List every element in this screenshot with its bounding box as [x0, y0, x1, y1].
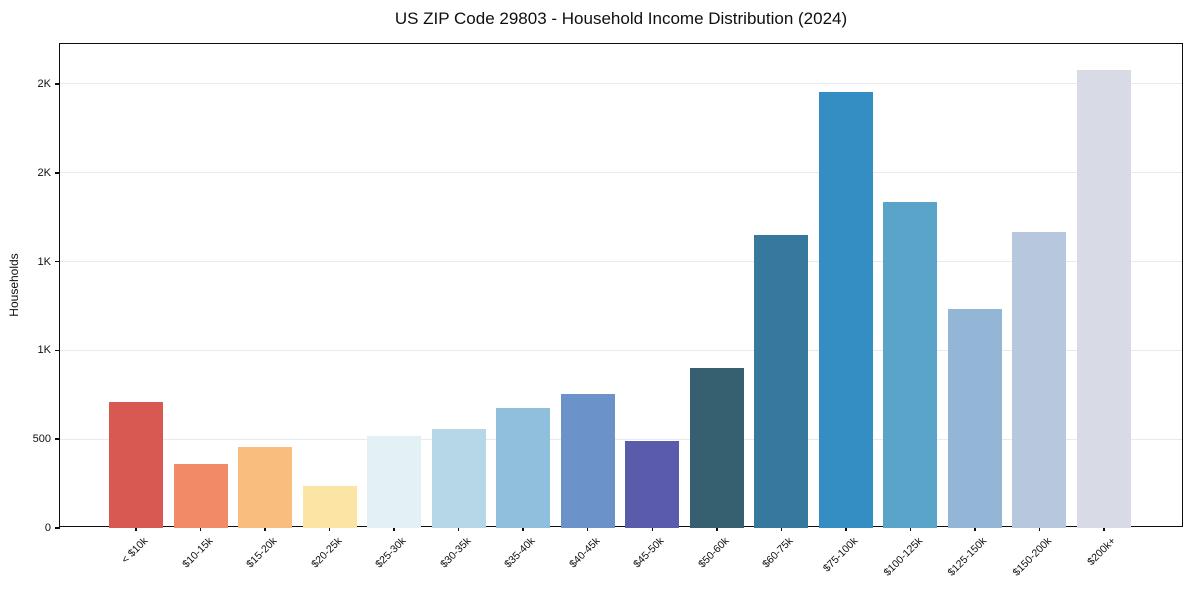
bar-25-30k: [367, 435, 422, 528]
bar-35-40k: [496, 408, 551, 528]
bar-10-15k: [173, 464, 228, 528]
plot-area: 0 500 1K 1K 2K 2K < $10k $10-15k $15-20k $20-25k $…: [33, 43, 1183, 579]
x-tick-mark: [1038, 526, 1041, 531]
y-tick-mark: [55, 172, 60, 174]
bar-125-150k: [947, 308, 1002, 528]
x-tick-mark: [135, 526, 137, 531]
bar-60-75k: [754, 234, 809, 528]
x-tick-mark: [522, 526, 524, 531]
y-tick-mark: [55, 438, 60, 440]
x-tick-mark: [586, 526, 589, 531]
gridline: [60, 83, 1182, 85]
x-tick-label: $75-100k: [820, 535, 861, 575]
gridline: [60, 261, 1182, 263]
bar-150-200k: [1012, 232, 1067, 528]
x-tick-label: $40-45k: [566, 535, 603, 571]
bar-10k: [109, 401, 163, 528]
bar-40-45k: [560, 393, 615, 528]
x-tick-mark: [328, 526, 331, 531]
gridline: [60, 172, 1182, 174]
y-axis-title: Households: [7, 253, 21, 317]
bar-75-100k: [818, 91, 873, 528]
x-tick-label: $60-75k: [760, 535, 796, 571]
x-tick-label: $100-125k: [881, 535, 925, 579]
y-tick-mark: [55, 83, 60, 85]
x-tick-mark: [651, 526, 654, 531]
y-tick-label: 2K: [37, 166, 51, 179]
x-tick-label: $125-150k: [945, 535, 990, 579]
x-tick-mark: [780, 526, 783, 531]
bar-15-20k: [238, 447, 293, 528]
gridline: [60, 438, 1182, 440]
y-tick-label: 1K: [37, 255, 51, 268]
bar-20-25k: [302, 486, 357, 528]
x-tick-label: $30-35k: [437, 535, 474, 571]
y-tick-mark: [55, 527, 60, 529]
y-tick-label: 0: [44, 522, 51, 534]
x-tick-label: $200k+: [1085, 535, 1119, 569]
x-tick-label: $35-40k: [502, 535, 538, 571]
x-tick-label: $25-30k: [373, 535, 409, 571]
y-tick-mark: [55, 260, 60, 263]
x-tick-mark: [1103, 526, 1105, 531]
x-tick-mark: [457, 526, 460, 531]
bar-200k: [1077, 69, 1131, 528]
y-tick-label: 1K: [37, 344, 51, 357]
x-tick-label: < $10k: [119, 535, 151, 566]
y-tick-mark: [55, 349, 60, 352]
bar-30-35k: [431, 429, 486, 528]
x-tick-mark: [716, 526, 718, 531]
x-tick-label: $45-50k: [631, 535, 667, 571]
x-tick-mark: [264, 526, 266, 531]
x-tick-label: $20-25k: [308, 535, 345, 571]
bar-45-50k: [625, 440, 680, 528]
bar-50-60k: [689, 368, 744, 528]
x-tick-label: $15-20k: [244, 535, 280, 571]
y-tick-label: 500: [32, 433, 51, 446]
bar-100-125k: [883, 202, 938, 528]
x-tick-label: $150-200k: [1010, 535, 1054, 579]
chart-title: US ZIP Code 29803 - Household Income Dis…: [394, 9, 848, 28]
x-tick-label: $10-15k: [179, 535, 216, 571]
x-tick-mark: [199, 526, 202, 531]
x-tick-mark: [393, 526, 395, 531]
x-tick-label: $50-60k: [695, 535, 732, 571]
gridline: [60, 349, 1182, 351]
x-tick-mark: [974, 526, 976, 531]
x-tick-mark: [845, 526, 847, 531]
x-tick-mark: [909, 526, 912, 531]
y-tick-label: 2K: [37, 77, 51, 90]
